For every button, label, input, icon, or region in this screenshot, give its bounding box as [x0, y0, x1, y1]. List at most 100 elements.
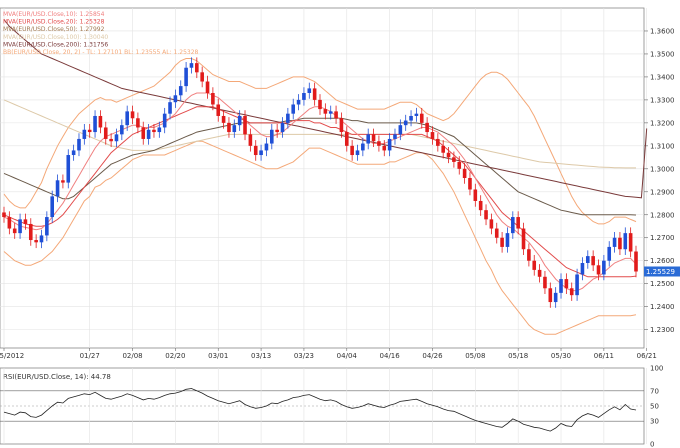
- y-tick-label: 1.3600: [650, 27, 675, 35]
- candle-body: [500, 237, 504, 247]
- candle-body: [484, 210, 488, 220]
- candle-body: [596, 265, 601, 275]
- candle-body: [441, 145, 445, 153]
- candle-body: [221, 115, 226, 123]
- y-tick-label: 1.2800: [650, 211, 675, 219]
- y-tick-label: 1.3400: [650, 73, 675, 81]
- candle-body: [211, 93, 215, 105]
- rsi-label: RSI(EUR/USD.Close, 14): 44.78: [3, 373, 111, 381]
- y-tick-label: 1.3100: [650, 142, 675, 150]
- candle-body: [18, 219, 22, 234]
- candle-body: [452, 157, 456, 162]
- candle-body: [511, 217, 515, 234]
- candle-body: [564, 279, 569, 289]
- x-tick-label: 03/01: [208, 352, 228, 360]
- candles: [2, 57, 638, 308]
- rsi-grid: [0, 368, 648, 444]
- candle-body: [623, 233, 628, 250]
- candle-body: [344, 132, 349, 146]
- candle-body: [371, 134, 376, 142]
- x-tick-label: 03/23: [294, 352, 314, 360]
- candle-body: [323, 109, 328, 114]
- x-tick-label: 04/04: [337, 352, 358, 360]
- candle-body: [178, 86, 183, 96]
- y-tick-label: 1.3300: [650, 96, 675, 104]
- y-tick-label: 1.2600: [650, 257, 675, 265]
- candle-body: [39, 235, 44, 243]
- candle-body: [259, 150, 263, 156]
- candle-body: [612, 237, 617, 247]
- candle-body: [628, 233, 633, 252]
- legend-entry: BB(EUR/USD.Close, 20, 2) - TL: 1.27101 B…: [3, 49, 199, 56]
- candle-body: [339, 118, 344, 133]
- candle-body: [82, 129, 87, 139]
- candle-body: [253, 145, 258, 156]
- candle-body: [537, 269, 542, 277]
- candle-body: [548, 288, 553, 303]
- candle-body: [120, 125, 124, 135]
- candle-body: [355, 150, 360, 156]
- candle-body: [205, 81, 210, 93]
- candle-body: [23, 219, 28, 224]
- candle-body: [103, 127, 108, 139]
- candle-body: [575, 274, 579, 296]
- y-tick-label: 1.2700: [650, 234, 675, 242]
- candle-body: [334, 111, 338, 119]
- candle-body: [162, 113, 167, 128]
- candle-body: [585, 256, 590, 263]
- rsi-tick-label: 30: [650, 418, 659, 426]
- candle-body: [527, 249, 531, 261]
- candle-body: [173, 95, 178, 103]
- candle-body: [12, 228, 17, 234]
- x-tick-label: 04/16: [380, 352, 401, 360]
- x-tick-label: 05/08: [465, 352, 485, 360]
- ma100-line: [3, 99, 636, 169]
- legend-entry: MVA(EUR/USD.Close,100): 1.30040: [3, 34, 108, 41]
- candle-body: [553, 292, 558, 303]
- candle-body: [387, 138, 392, 151]
- bb-lower-line: [3, 140, 637, 335]
- candle-body: [302, 93, 306, 100]
- candle-body: [168, 102, 172, 114]
- candle-body: [269, 129, 274, 144]
- candle-body: [55, 180, 60, 197]
- y-tick-label: 1.3500: [650, 50, 675, 58]
- candle-body: [569, 288, 574, 296]
- legend-entry: MVA(EUR/USD.Close,50): 1.27992: [3, 26, 105, 33]
- candle-body: [489, 219, 494, 229]
- candle-body: [87, 129, 92, 133]
- price-panel: [0, 7, 645, 349]
- candle-body: [414, 113, 419, 116]
- rsi-tick-label: 50: [650, 403, 659, 411]
- x-tick-label: 03/13: [251, 352, 271, 360]
- candle-body: [291, 104, 296, 114]
- candle-body: [130, 111, 135, 119]
- x-axis: 01/05/2012 01/27 02/08 02/20 03/01 03/13 03/23…: [0, 348, 657, 360]
- candle-body: [473, 189, 478, 201]
- candle-body: [141, 127, 146, 139]
- legend-entry: MVA(EUR/USD.Close,20): 1.25328: [3, 19, 105, 26]
- candle-body: [532, 260, 537, 270]
- candle-body: [296, 99, 301, 105]
- candle-body: [494, 228, 499, 238]
- ma50-line: [3, 117, 637, 216]
- candle-body: [216, 104, 221, 116]
- candle-body: [237, 115, 242, 126]
- candle-body: [136, 118, 140, 128]
- y-tick-label: 1.2300: [650, 326, 675, 334]
- candle-body: [45, 217, 49, 236]
- candle-body: [77, 138, 81, 151]
- legend-entry: MVA(EUR/USD.Close,10): 1.25854: [3, 11, 105, 18]
- candle-body: [227, 122, 231, 133]
- candle-body: [366, 134, 371, 144]
- candle-body: [436, 138, 440, 146]
- x-tick-label: 02/20: [165, 352, 185, 360]
- candle-body: [393, 134, 397, 139]
- candle-body: [580, 263, 585, 275]
- candle-body: [468, 178, 472, 190]
- x-tick-label: 01/05/2012: [0, 352, 24, 360]
- candle-body: [2, 212, 6, 218]
- candle-body: [34, 240, 38, 243]
- candle-body: [248, 134, 253, 146]
